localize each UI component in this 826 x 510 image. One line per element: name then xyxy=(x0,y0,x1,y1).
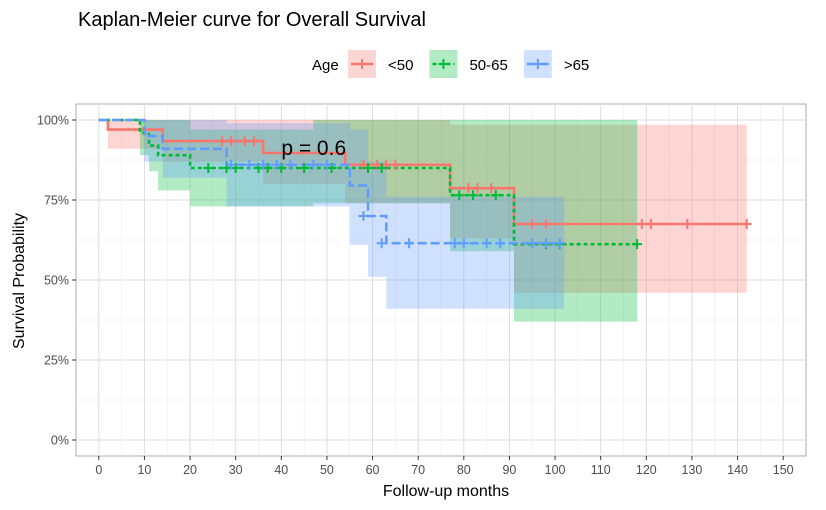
km-curve-<50 xyxy=(98,118,747,226)
censor-mark-<50 xyxy=(226,136,237,147)
censor-mark->65 xyxy=(404,238,415,249)
legend-key-censor-<50 xyxy=(357,59,367,69)
censor-mark->65 xyxy=(285,159,296,170)
censor-mark-50-65 xyxy=(203,163,214,173)
censor-mark-<50 xyxy=(239,136,250,147)
chart-title: Kaplan-Meier curve for Overall Survival xyxy=(78,9,426,31)
censor-mark->65 xyxy=(226,159,237,170)
censor-mark-<50 xyxy=(682,219,693,229)
x-axis-title: Follow-up months xyxy=(383,483,509,500)
grid-major xyxy=(76,104,806,456)
legend-key-censor-50-65 xyxy=(438,59,449,69)
censor-mark-<50 xyxy=(741,219,752,229)
x-tick-label: 120 xyxy=(636,463,657,477)
censor-mark->65 xyxy=(495,238,506,249)
legend: Age <50 50-65 >65 xyxy=(312,50,589,78)
censor-mark->65 xyxy=(376,238,387,249)
plot-panel: p = 0.6 xyxy=(75,103,807,457)
censor-mark->65 xyxy=(321,159,332,170)
censor-mark-50-65 xyxy=(467,190,478,201)
censor-marks xyxy=(203,136,752,250)
censor-mark-<50 xyxy=(217,136,227,147)
censor-mark-<50 xyxy=(472,183,483,194)
x-tick-label: 80 xyxy=(457,463,471,477)
x-tick-label: 60 xyxy=(366,463,380,477)
censor-mark-<50 xyxy=(463,183,474,194)
y-tick-label: 50% xyxy=(44,274,69,288)
censor-mark->65 xyxy=(258,159,269,170)
censor-mark->65 xyxy=(358,211,369,221)
x-tick-label: 10 xyxy=(137,463,151,477)
censor-mark-50-65 xyxy=(454,190,465,201)
x-tick-label: 20 xyxy=(183,463,197,477)
x-axis-ticks: 0 10 20 30 40 50 60 70 80 90 100 110 120 130 140 150 xyxy=(95,456,794,477)
censor-mark-<50 xyxy=(540,219,551,229)
censor-mark-50-65 xyxy=(299,163,310,173)
censor-mark->65 xyxy=(458,238,469,249)
y-tick-label: 75% xyxy=(44,194,69,208)
x-tick-label: 140 xyxy=(727,463,748,477)
x-tick-label: 40 xyxy=(274,463,288,477)
x-tick-label: 150 xyxy=(773,463,794,477)
censor-mark->65 xyxy=(540,238,551,249)
censor-mark->65 xyxy=(308,159,319,170)
censor-mark->65 xyxy=(449,238,460,249)
y-tick-label: 0% xyxy=(51,434,69,448)
p-value-annotation: p = 0.6 xyxy=(281,137,346,160)
y-tick-label: 100% xyxy=(37,114,69,128)
x-tick-label: 50 xyxy=(320,463,334,477)
ci-band-50-65 xyxy=(98,120,638,322)
x-tick-label: 100 xyxy=(545,463,566,477)
censor-mark-50-65 xyxy=(363,163,373,173)
y-tick-label: 25% xyxy=(44,354,69,368)
censor-mark-<50 xyxy=(636,219,647,229)
legend-label-50-65: 50-65 xyxy=(469,57,507,74)
censor-mark-<50 xyxy=(645,219,656,229)
ci-band-<50 xyxy=(98,120,747,293)
censor-mark->65 xyxy=(271,159,282,170)
x-tick-label: 130 xyxy=(682,463,703,477)
censor-mark-<50 xyxy=(527,219,538,229)
censor-mark-50-65 xyxy=(490,190,501,201)
censor-mark->65 xyxy=(554,238,565,249)
censor-mark-<50 xyxy=(486,183,497,194)
y-axis-ticks: 0% 25% 50% 75% 100% xyxy=(37,114,76,448)
x-tick-label: 110 xyxy=(591,463,611,477)
censor-mark-<50 xyxy=(390,159,401,170)
legend-label-<50: <50 xyxy=(388,57,413,74)
legend-label->65: >65 xyxy=(564,57,589,74)
censor-mark->65 xyxy=(244,159,255,170)
y-axis-title: Survival Probability xyxy=(11,213,28,349)
x-tick-label: 0 xyxy=(95,463,102,477)
censor-mark->65 xyxy=(527,238,538,249)
legend-key-censor->65 xyxy=(532,59,543,69)
censor-mark-50-65 xyxy=(632,239,643,250)
x-tick-label: 90 xyxy=(502,463,516,477)
censor-mark-<50 xyxy=(248,136,259,147)
x-tick-label: 30 xyxy=(229,463,243,477)
censor-mark->65 xyxy=(481,238,492,249)
censor-mark-50-65 xyxy=(376,163,387,173)
x-tick-label: 70 xyxy=(411,463,425,477)
legend-title: Age xyxy=(312,57,339,74)
